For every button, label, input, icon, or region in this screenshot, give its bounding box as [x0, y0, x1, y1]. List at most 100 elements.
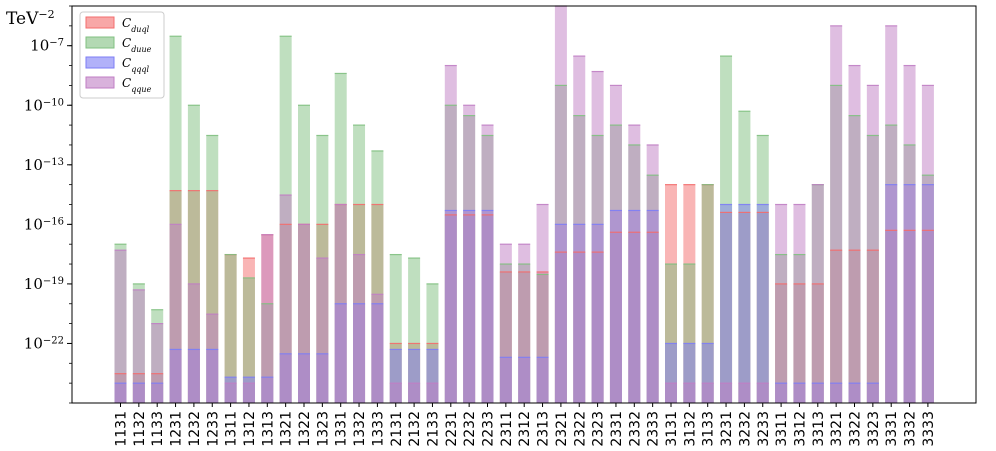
x-tick-label: 2133 [425, 411, 441, 447]
bar-qque-1321 [279, 195, 292, 403]
x-tick-label: 1331 [334, 411, 350, 447]
bar-qqql-3231 [720, 204, 733, 403]
bar-qque-3131 [665, 383, 677, 403]
bar-qque-1232 [187, 283, 200, 403]
legend-label-qque: Cqque [122, 76, 152, 94]
bar-qque-3323 [866, 85, 879, 404]
bar-qque-2232 [463, 105, 476, 403]
x-tick-label: 3312 [792, 411, 808, 447]
bar-duue-1311 [224, 254, 237, 403]
x-tick-label: 3232 [737, 411, 753, 447]
bar-qque-2233 [481, 125, 494, 403]
bar-qqql-3233 [756, 204, 769, 403]
bar-qque-3322 [848, 65, 861, 404]
bar-qque-3133 [701, 383, 714, 403]
bar-qque-3231 [720, 383, 733, 403]
bar-qque-2322 [573, 56, 586, 403]
x-tick-label: 2232 [462, 411, 478, 447]
bar-qque-1133 [151, 323, 164, 403]
x-tick-label: 1131 [114, 411, 130, 447]
bar-qque-3232 [738, 383, 751, 403]
x-tick-label: 1311 [224, 411, 240, 447]
x-tick-label: 1321 [279, 411, 295, 447]
x-tick-label: 3321 [829, 411, 845, 447]
x-tick-label: 2331 [609, 411, 625, 447]
x-tick-label: 1333 [370, 411, 386, 447]
bar-qque-3313 [811, 184, 824, 403]
x-tick-label: 1323 [315, 411, 331, 447]
bar-qque-2133 [426, 383, 439, 403]
y-axis: 10−7 10−10 10−13 10−16 10−19 10−22 [24, 5, 72, 404]
y-tick-label: 10−16 [24, 215, 64, 233]
bar-qque-1231 [169, 224, 182, 403]
x-tick-label: 3131 [664, 411, 680, 447]
y-tick-label: 10−19 [24, 275, 64, 293]
legend-label-duue: Cduue [122, 36, 152, 54]
legend-swatch-duql [85, 16, 115, 29]
bar-qque-3312 [793, 204, 806, 403]
bar-qque-2231 [444, 65, 457, 404]
bar-qque-1233 [206, 314, 219, 403]
legend-swatch-qqql [85, 56, 115, 69]
x-tick-label: 1133 [150, 411, 166, 447]
bar-qque-2131 [389, 383, 402, 403]
bar-qque-2311 [499, 244, 512, 403]
bar-qque-2132 [408, 383, 421, 403]
bar-qque-3331 [885, 25, 898, 403]
bar-qqql-3232 [738, 204, 751, 403]
bars-layer [114, 6, 934, 404]
x-tick-label: 3332 [903, 411, 919, 447]
legend-swatch-duue [85, 36, 115, 49]
bar-qque-1132 [132, 289, 145, 403]
legend-label-duql: Cduql [122, 16, 150, 34]
x-tick-label: 3311 [774, 411, 790, 447]
x-tick-label: 2323 [591, 411, 607, 447]
x-tick-label: 2313 [536, 411, 552, 447]
x-tick-label: 3322 [848, 411, 864, 447]
bar-qque-2323 [591, 71, 604, 403]
legend: Cduql Cduue Cqqql Cqque [79, 11, 165, 99]
bar-qque-1311 [224, 383, 237, 403]
bar-qque-3321 [830, 25, 843, 403]
x-tick-label: 3133 [701, 411, 717, 447]
bar-qque-3233 [756, 383, 769, 403]
x-tick-label: 2312 [517, 411, 533, 447]
bar-qque-3332 [903, 65, 916, 404]
y-tick-label: 10−13 [24, 156, 64, 174]
x-tick-label: 2332 [627, 411, 643, 447]
x-tick-label: 1312 [242, 411, 258, 447]
bar-qque-1313 [261, 234, 274, 403]
x-tick-label: 2231 [444, 411, 460, 447]
bar-qque-3132 [683, 383, 696, 403]
bar-qque-1333 [371, 294, 384, 403]
bar-qque-2333 [646, 144, 659, 403]
y-unit-label: TeV−2 [6, 8, 55, 30]
bar-qque-2313 [536, 204, 549, 403]
bar-qque-2312 [518, 244, 531, 403]
bar-qque-1332 [353, 254, 366, 403]
bar-qque-2321 [554, 6, 567, 403]
bar-qque-2332 [628, 125, 641, 403]
bar-qque-1323 [316, 258, 329, 403]
x-tick-label: 2233 [481, 411, 497, 447]
y-tick-label: 10−7 [30, 37, 64, 55]
x-tick-label: 1233 [205, 411, 221, 447]
x-tick-label: 2321 [554, 411, 570, 447]
x-tick-label: 1231 [169, 411, 185, 447]
x-tick-label: 2322 [572, 411, 588, 447]
y-tick-label: 10−10 [24, 96, 64, 114]
bar-qque-2331 [609, 85, 622, 404]
bar-caps-layer [114, 5, 934, 384]
x-tick-label: 1232 [187, 411, 203, 447]
x-tick-label: 1132 [132, 411, 148, 447]
x-tick-label: 1313 [260, 411, 276, 447]
legend-swatch-qque [85, 76, 115, 89]
bar-duue-1312 [242, 277, 255, 403]
x-tick-label: 1332 [352, 411, 368, 447]
bar-qque-1322 [298, 224, 310, 403]
bar-qque-3311 [775, 204, 788, 403]
x-tick-label: 3313 [811, 411, 827, 447]
x-tick-label: 3331 [884, 411, 900, 447]
x-tick-label: 3132 [682, 411, 698, 447]
